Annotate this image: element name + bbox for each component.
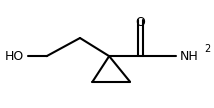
Text: HO: HO <box>4 50 24 63</box>
Text: 2: 2 <box>204 44 210 54</box>
Text: NH: NH <box>180 50 199 63</box>
Text: O: O <box>135 16 145 29</box>
